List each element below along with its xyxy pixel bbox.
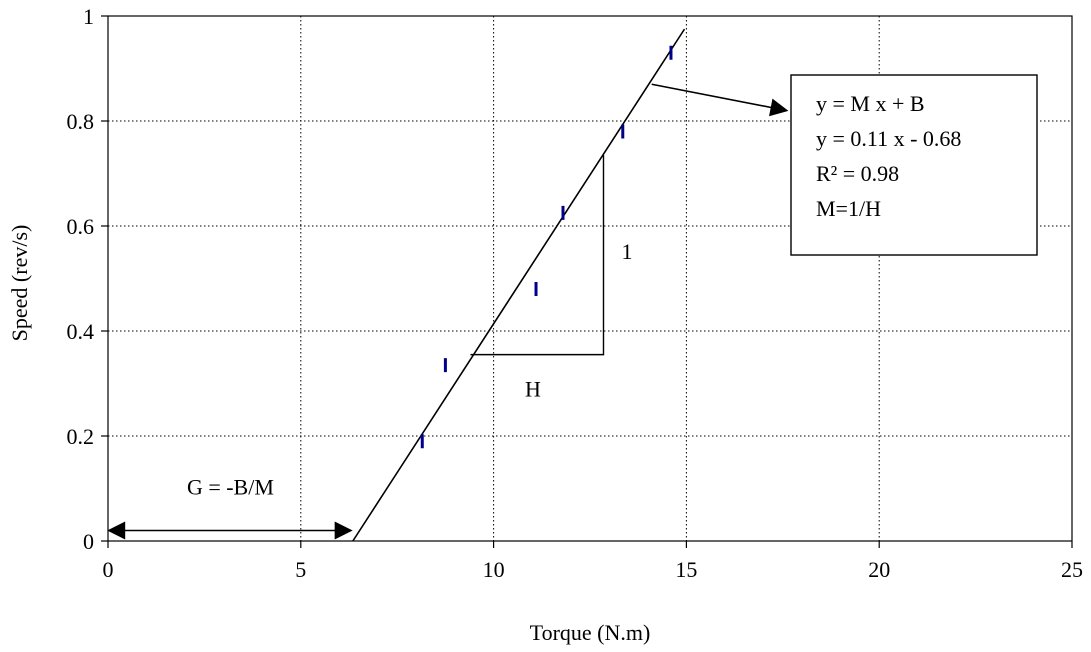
y-tick-label: 1	[83, 4, 94, 29]
x-tick-label: 15	[675, 557, 697, 582]
equation-line: y = M x + B	[816, 91, 925, 116]
slope-triangle	[470, 155, 605, 356]
grid-lines	[108, 16, 1072, 541]
pointer-arrow	[651, 83, 789, 117]
x-axis-ticks: 0 5 10 15 20 25	[103, 541, 1083, 582]
x-tick-label: 10	[483, 557, 505, 582]
y-axis-ticks: 0 0.2 0.4 0.6 0.8 1	[67, 4, 108, 554]
y-tick-label: 0	[83, 529, 94, 554]
x-tick-label: 25	[1061, 557, 1083, 582]
equation-line: R² = 0.98	[816, 161, 899, 186]
y-tick-label: 0.2	[67, 424, 95, 449]
slope-rise-label: 1	[621, 239, 632, 264]
plot-border	[107, 15, 1073, 542]
y-tick-label: 0.6	[67, 214, 95, 239]
x-tick-label: 0	[103, 557, 114, 582]
y-tick-label: 0.4	[67, 319, 95, 344]
y-tick-label: 0.8	[67, 109, 95, 134]
x-axis-title: Torque (N.m)	[530, 620, 651, 645]
plot-area-frame	[107, 15, 1073, 542]
x-tick-label: 20	[868, 557, 890, 582]
y-axis-title: Speed (rev/s)	[7, 225, 32, 342]
equation-box	[790, 74, 1038, 256]
intercept-label: G = -B/M	[187, 475, 274, 500]
annotations: 1 H G = -B/M y = M x + B y = 0.11 x - 0.68 R²…	[107, 74, 1038, 540]
data-points	[420, 45, 673, 449]
trendline-group	[352, 28, 686, 542]
slope-run-label: H	[525, 377, 541, 402]
x-tick-label: 5	[295, 557, 306, 582]
equation-line: M=1/H	[816, 196, 881, 221]
trendline	[352, 28, 686, 542]
equation-line: y = 0.11 x - 0.68	[816, 126, 961, 151]
